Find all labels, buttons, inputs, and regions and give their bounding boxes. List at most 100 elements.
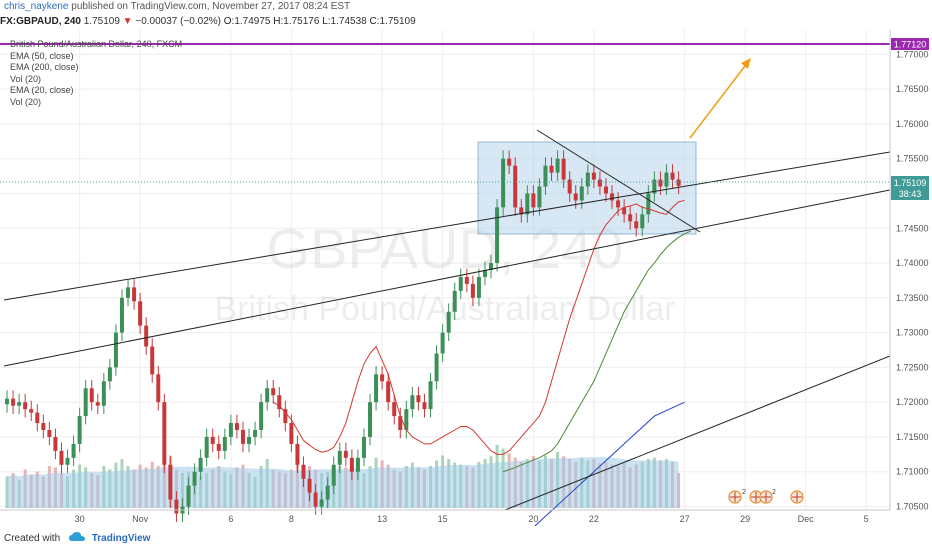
uk-flag-icon[interactable] [759, 490, 773, 504]
candle-body [295, 443, 300, 465]
candle-body [585, 172, 590, 187]
price-tick-label: 1.74500 [896, 223, 929, 233]
author-link[interactable]: chris_naykene [4, 1, 69, 12]
candle-body [198, 457, 203, 472]
candle-body [616, 200, 621, 208]
candle-body [301, 464, 306, 479]
time-tick-label: 8 [289, 514, 294, 524]
candle-body [525, 193, 530, 215]
candle-body [162, 402, 167, 465]
descending-trendline[interactable] [536, 129, 701, 233]
candle-body [107, 367, 112, 382]
price-tick-label: 1.71000 [896, 467, 929, 477]
candle-body [17, 402, 22, 406]
price-axis[interactable]: 1.770001.765001.760001.755001.750001.745… [889, 30, 929, 512]
symbol-label: FX:GBPAUD, 240 [0, 16, 81, 27]
candle-body [416, 395, 421, 403]
volume-area [5, 445, 681, 508]
time-tick-label: 29 [740, 514, 750, 524]
close-value: 1.75109 [379, 16, 416, 27]
legend-vol[interactable]: Vol (20) [10, 73, 42, 84]
candle-body [210, 436, 215, 444]
candle-body [259, 402, 264, 430]
candle-body [386, 381, 391, 403]
low-label: L: [322, 16, 331, 27]
legend-ema20[interactable]: EMA (20, close) [10, 85, 74, 95]
legend-ema50[interactable]: EMA (50, close) [10, 50, 74, 61]
event-markers[interactable]: 2 2 [728, 489, 804, 504]
time-tick-label: 15 [438, 514, 448, 524]
candle-body [652, 179, 657, 194]
price-change: −0.00037 (−0.02%) [135, 16, 221, 27]
candle-body [331, 464, 336, 486]
price-tick-label: 1.74000 [896, 258, 929, 268]
tradingview-logo[interactable]: TradingView [91, 533, 151, 544]
candle-body [634, 221, 639, 229]
candle-body [283, 409, 288, 424]
created-with-label: Created with [4, 533, 61, 544]
channel-upper-line[interactable] [3, 151, 891, 301]
candle-body [476, 276, 481, 298]
uk-flag-icon[interactable] [790, 490, 804, 504]
candle-body [150, 346, 155, 375]
candle-body [640, 214, 645, 229]
candle-body [289, 423, 294, 444]
resistance-price-tag [891, 38, 929, 50]
tradingview-cloud-icon [68, 532, 85, 541]
candle-body [664, 172, 669, 187]
open-value: 1.74975 [234, 16, 271, 27]
candle-body [507, 158, 512, 166]
price-tick-label: 1.75500 [896, 154, 929, 164]
candle-body [192, 471, 197, 486]
time-tick-label: 27 [680, 514, 690, 524]
channel-bottom-line[interactable] [504, 355, 891, 511]
candle-body [119, 297, 124, 333]
candle-body [404, 409, 409, 430]
candle-body [567, 179, 572, 194]
candle-body [368, 402, 373, 437]
candle-body [228, 423, 233, 437]
candle-body [543, 165, 548, 187]
consolidation-box[interactable] [477, 141, 697, 235]
ema20-line [272, 199, 685, 455]
legend-ema200[interactable]: EMA (200, close) [10, 62, 79, 72]
footer: Created with TradingView [0, 528, 932, 550]
current-price-tag [891, 176, 929, 200]
candle-body [204, 436, 209, 458]
time-tick-label: Nov [132, 514, 149, 524]
candle-body [519, 207, 524, 215]
time-tick-label: 30 [75, 514, 85, 524]
candle-body [138, 301, 143, 326]
candle-body [470, 283, 475, 298]
candle-body [446, 311, 451, 333]
candle-body [253, 430, 258, 437]
legend-vol-2[interactable]: Vol (20) [10, 96, 42, 107]
candle-body [240, 430, 245, 444]
candle-body [495, 207, 500, 264]
candle-body [35, 412, 40, 424]
uk-flag-icon[interactable] [728, 490, 742, 504]
candle-body [89, 388, 94, 403]
arrow-head-icon [741, 58, 751, 69]
candle-body [47, 430, 52, 437]
candle-body [355, 457, 360, 472]
chart-legend: British Pound/Australian Dollar, 240, FX… [10, 39, 182, 108]
price-tick-label: 1.76000 [896, 119, 929, 129]
watermark-name: British Pound/Australian Dollar [214, 290, 675, 328]
candle-body [29, 409, 34, 413]
candle-body [132, 287, 137, 302]
candle-body [186, 485, 191, 507]
time-axis[interactable]: 30 Nov 6 8 13 15 20 22 27 29 Dec 5 [0, 509, 890, 524]
projection-arrow[interactable] [689, 61, 749, 139]
candle-body [597, 179, 602, 187]
candle-body [216, 443, 221, 451]
candle-body [83, 388, 88, 417]
price-tick-label: 1.71500 [896, 432, 929, 442]
candle-body [71, 443, 76, 458]
trendlines[interactable] [0, 43, 891, 511]
price-tick-label: 1.72500 [896, 362, 929, 372]
ema-lines [272, 199, 691, 526]
price-chart[interactable]: GBPAUD, 240 British Pound/Australian Dol… [0, 0, 932, 526]
channel-lower-line[interactable] [3, 189, 891, 367]
candle-body [41, 423, 46, 430]
